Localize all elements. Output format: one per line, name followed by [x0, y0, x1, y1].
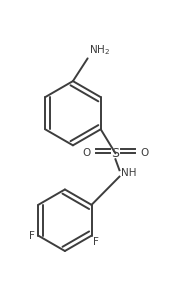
Text: O: O — [140, 148, 149, 158]
Text: S: S — [111, 147, 120, 160]
Text: F: F — [29, 231, 35, 241]
Text: NH$_2$: NH$_2$ — [89, 43, 110, 57]
Text: NH: NH — [121, 168, 136, 178]
Text: O: O — [82, 148, 91, 158]
Text: F: F — [93, 237, 99, 247]
